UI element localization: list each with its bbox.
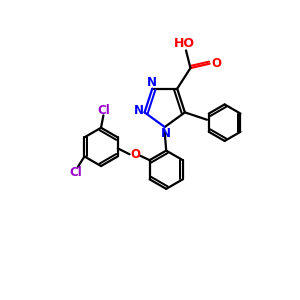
- Text: O: O: [211, 57, 221, 70]
- Text: HO: HO: [174, 37, 195, 50]
- Text: Cl: Cl: [70, 166, 83, 179]
- Text: O: O: [130, 148, 140, 161]
- Text: N: N: [134, 104, 144, 117]
- Text: N: N: [161, 127, 171, 140]
- Text: N: N: [147, 76, 157, 89]
- Text: Cl: Cl: [97, 103, 110, 117]
